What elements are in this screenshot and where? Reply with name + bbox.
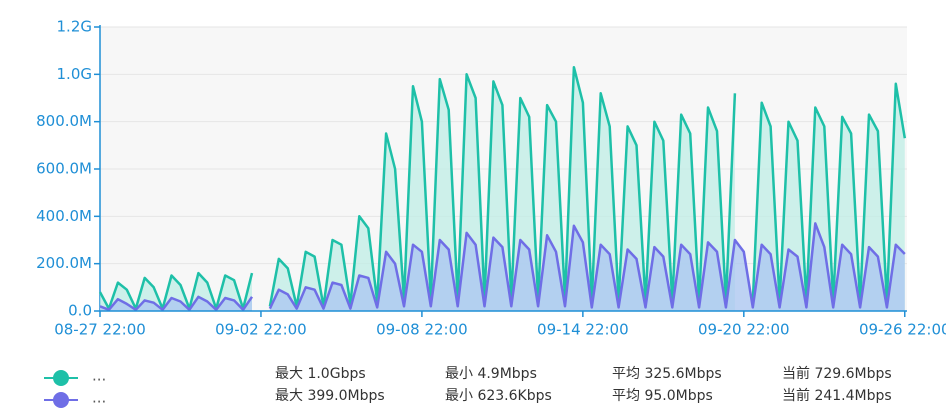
legend-stat: 平均 325.6Mbps (612, 366, 722, 382)
legend-stat: 最小 4.9Mbps (445, 366, 537, 382)
line (99, 222, 906, 312)
legend-stat: 最大 399.0Mbps (275, 388, 385, 404)
legend-label: ... (92, 389, 106, 407)
x-tick-label: 09-14 22:00 (537, 321, 629, 339)
legend-stat: 平均 95.0Mbps (612, 388, 713, 404)
x-tick-label: 09-02 22:00 (215, 321, 307, 339)
y-tick-label: 200.0M (36, 254, 92, 272)
area (100, 67, 905, 311)
x-tick-label: 09-08 22:00 (376, 321, 468, 339)
legend-marker (53, 392, 69, 408)
legend-stat: 当前 241.4Mbps (782, 387, 892, 404)
y-tick-label: 400.0M (36, 207, 92, 225)
x-tick-label: 08-27 22:00 (54, 321, 146, 339)
y-tick-label: 1.0G (57, 65, 92, 83)
legend-label: ... (92, 367, 106, 385)
line (98, 65, 907, 310)
area (100, 223, 905, 311)
legend-marker (53, 370, 69, 386)
legend-stat: 最大 1.0Gbps (275, 366, 366, 382)
y-tick-label: 600.0M (36, 160, 92, 178)
x-tick-label: 09-26 22:00 (859, 321, 946, 339)
y-tick-label: 800.0M (36, 112, 92, 130)
legend-stat: 当前 729.6Mbps (782, 365, 892, 382)
y-tick-label: 1.2G (57, 18, 92, 36)
y-tick-label: 0.0 (68, 302, 92, 320)
x-tick-label: 09-20 22:00 (698, 321, 790, 339)
legend-stat: 最小 623.6Kbps (445, 388, 552, 404)
